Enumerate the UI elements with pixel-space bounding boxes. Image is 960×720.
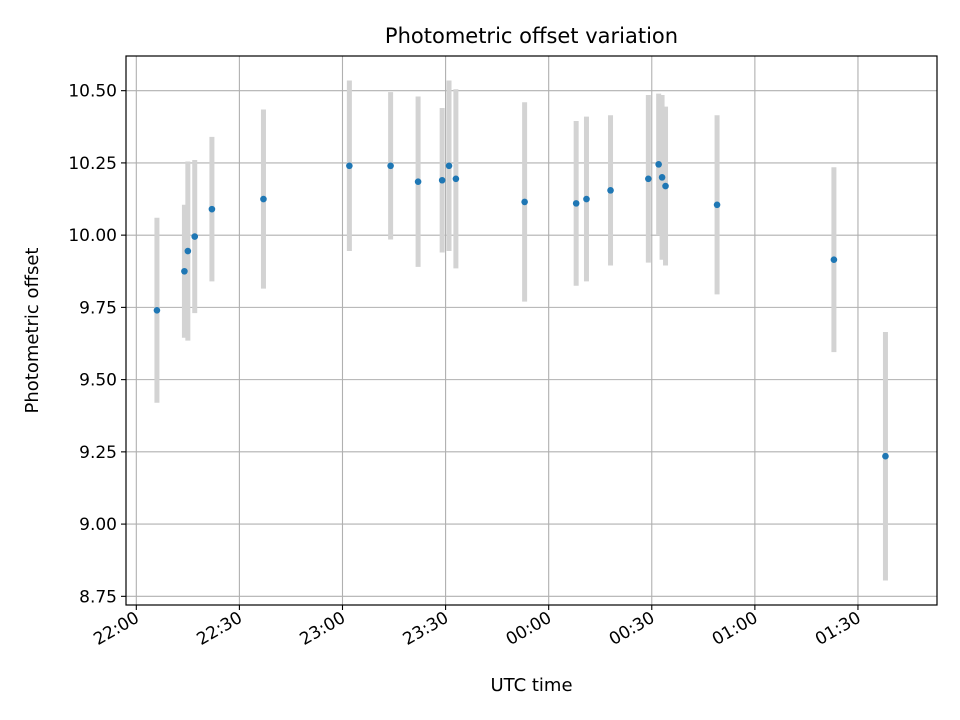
data-point: [572, 200, 580, 207]
data-point: [830, 256, 838, 264]
x-tick-label: 23:30: [400, 608, 452, 650]
data-point: [414, 178, 422, 185]
data-point: [452, 175, 460, 183]
data-point: [153, 306, 161, 314]
data-point: [713, 201, 721, 209]
plot-frame: [125, 55, 938, 606]
data-point: [260, 195, 267, 203]
data-point: [438, 176, 446, 184]
data-points: [153, 161, 889, 460]
x-axis-label: UTC time: [490, 675, 572, 696]
x-tick-label: 22:30: [193, 608, 245, 650]
x-tick-label: 00:30: [606, 608, 658, 650]
y-tick-label: 9.00: [79, 515, 117, 535]
data-point: [583, 195, 590, 203]
y-tick-label: 10.00: [68, 226, 117, 246]
y-axis: 8.75 9.00 9.25 9.50 9.75 10.00 10.25 10.50: [68, 82, 126, 607]
y-axis-label: Photometric offset: [22, 248, 43, 414]
data-point: [346, 162, 353, 170]
y-tick-label: 8.75: [79, 587, 117, 607]
grid: [126, 56, 937, 605]
data-point: [607, 187, 614, 194]
data-point: [445, 162, 453, 170]
error-bars: [154, 80, 888, 581]
x-tick-label: 23:00: [297, 608, 349, 650]
chart-title: Photometric offset variation: [385, 24, 678, 48]
data-point: [658, 174, 666, 181]
data-point: [181, 267, 188, 275]
data-point: [191, 233, 199, 240]
y-tick-label: 10.50: [68, 82, 117, 102]
data-point: [645, 175, 652, 183]
y-tick-label: 9.75: [79, 298, 117, 318]
x-tick-label: 01:00: [709, 608, 761, 650]
data-point: [662, 182, 669, 190]
y-tick-label: 9.50: [79, 371, 117, 391]
data-point: [208, 205, 216, 213]
x-tick-label: 00:00: [503, 608, 555, 650]
data-point: [655, 161, 662, 168]
data-point: [184, 247, 192, 255]
x-axis: 22:00 22:30 23:00 23:30 00:00 00:30 01:00 01:30: [90, 605, 864, 650]
data-point: [387, 162, 394, 170]
data-point: [882, 452, 889, 460]
y-tick-label: 10.25: [68, 154, 117, 174]
x-tick-label: 22:00: [90, 608, 142, 650]
data-point: [521, 198, 528, 206]
y-tick-label: 9.25: [79, 443, 117, 463]
x-tick-label: 01:30: [812, 608, 864, 650]
